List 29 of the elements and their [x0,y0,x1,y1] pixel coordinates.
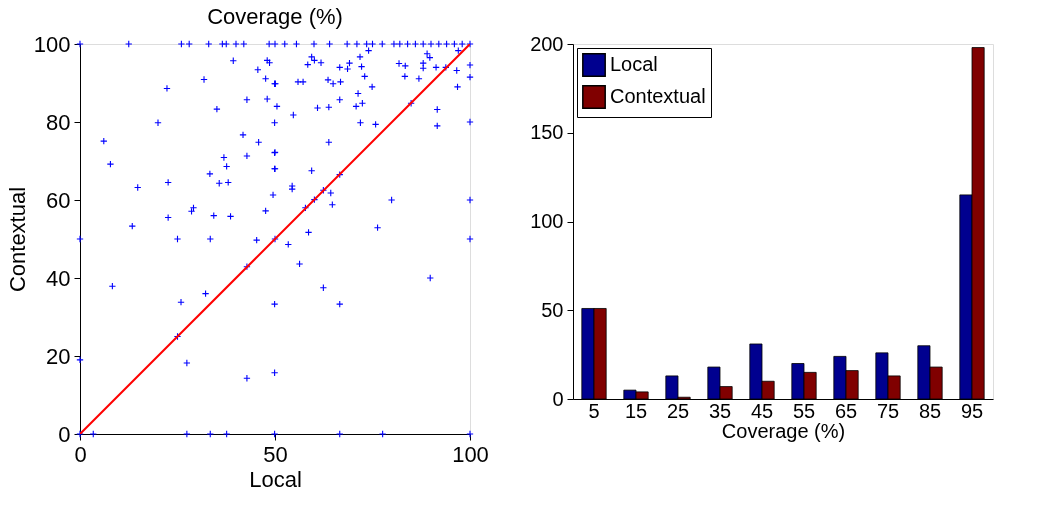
x-tick-label: 95 [960,399,984,422]
legend-label: Contextual [610,85,706,107]
x-tick-label: 85 [918,399,942,422]
x-tick-label: 55 [792,399,816,422]
y-axis-title: Contextual [4,186,30,293]
x-tick-label: 100 [452,441,489,467]
x-tick-label: 0 [74,441,87,467]
legend-label: Local [610,53,658,75]
x-tick-label: 65 [834,399,858,422]
x-tick-label: 35 [708,399,732,422]
y-tick-label: 80 [46,109,71,135]
x-tick-label: 25 [666,399,690,422]
x-tick-label: 45 [750,399,774,422]
y-tick-label: 100 [33,31,71,57]
y-tick-label: 50 [541,298,564,321]
y-tick-label: 100 [530,210,564,232]
x-tick-label: 50 [263,441,288,467]
x-tick-label: 15 [624,399,648,422]
y-tick-label: 200 [530,32,564,55]
chart-title: Coverage (%) [207,4,343,29]
x-axis-title: Local [249,466,302,492]
y-tick-label: 40 [46,265,71,291]
x-tick-label: 75 [876,399,900,422]
x-axis-title: Coverage (%) [721,419,846,442]
y-tick-label: 60 [46,187,71,213]
x-tick-label: 5 [588,399,600,422]
y-tick-label: 150 [530,121,564,144]
y-tick-label: 20 [46,343,71,369]
y-tick-label: 0 [58,421,71,447]
